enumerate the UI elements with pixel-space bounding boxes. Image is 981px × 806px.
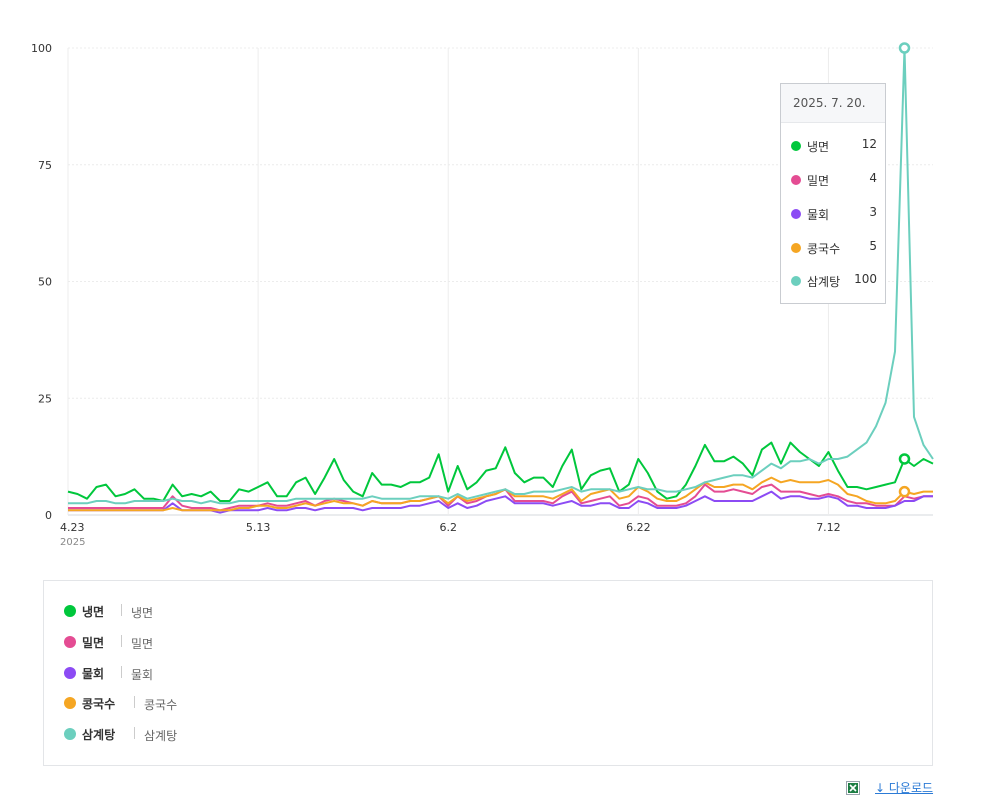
series-line-4 — [68, 476, 933, 512]
legend-color-dot — [64, 667, 76, 679]
tooltip-series-value: 4 — [869, 171, 877, 185]
legend-color-dot — [64, 728, 76, 740]
series-line-5 — [68, 47, 934, 505]
y-tick-label: 0 — [45, 509, 52, 522]
y-tick-label: 100 — [31, 42, 52, 55]
tooltip-series-value: 12 — [861, 137, 877, 151]
x-tick-label: 6.22 — [626, 521, 651, 534]
series-color-dot — [791, 141, 801, 151]
tooltip-row: 삼계탕 100 — [791, 272, 877, 290]
hover-tooltip: 2025. 7. 20. 냉면 12 밀면 4 물회 3 콩국수 5 삼계탕 1… — [780, 83, 886, 304]
x-tick-label: 7.12 — [816, 521, 841, 534]
legend-group-name: 밀면 — [82, 636, 105, 650]
legend-group-name: 삼계탕 — [82, 728, 116, 742]
series-line-1 — [67, 441, 934, 502]
tooltip-row: 냉면 12 — [791, 137, 877, 155]
series-lines — [67, 47, 934, 514]
highlight-point — [898, 485, 911, 498]
x-tick-label: 5.13 — [246, 521, 271, 534]
highlight-markers — [898, 42, 911, 498]
legend-keyword: 콩국수 — [144, 698, 178, 712]
tooltip-series-name: 물회 — [807, 208, 830, 222]
tooltip-series-value: 100 — [854, 272, 877, 286]
legend-separator — [134, 727, 135, 739]
tooltip-series-name: 냉면 — [807, 140, 830, 154]
series-color-dot — [791, 243, 801, 253]
y-tick-label: 75 — [38, 159, 52, 172]
highlight-point — [898, 42, 911, 54]
x-axis-year-label: 2025 — [60, 537, 85, 548]
tooltip-series-name: 삼계탕 — [807, 275, 841, 289]
x-tick-label: 6.2 — [439, 521, 457, 534]
legend-keyword: 물회 — [131, 668, 154, 682]
excel-icon[interactable] — [846, 781, 860, 795]
highlight-point — [898, 453, 911, 465]
series-color-dot — [791, 209, 801, 219]
chart-grid — [67, 47, 933, 516]
download-link[interactable]: ↓ 다운로드 — [875, 781, 934, 795]
x-tick-label: 4.23 — [60, 521, 85, 534]
tooltip-row: 물회 3 — [791, 205, 877, 223]
legend-group-name: 물회 — [82, 667, 105, 681]
legend-color-dot — [64, 636, 76, 648]
series-color-dot — [791, 175, 801, 185]
tooltip-series-value: 5 — [869, 239, 877, 253]
tooltip-row: 밀면 4 — [791, 171, 877, 189]
trend-line-chart: 0 25 50 75 100 4.23 5.13 6.2 6.22 7.12 2025 — [31, 42, 934, 548]
tooltip-series-name: 밀면 — [807, 174, 830, 188]
legend-color-dot — [64, 605, 76, 617]
y-tick-label: 25 — [38, 392, 52, 405]
series-color-dot — [791, 276, 801, 286]
tooltip-row: 콩국수 5 — [791, 239, 877, 257]
legend-panel: 냉면 냉면 밀면 밀면 물회 물회 콩국수 콩국수 삼계탕 삼계탕 — [43, 580, 933, 766]
y-axis-ticks: 0 25 50 75 100 — [31, 42, 52, 522]
legend-keyword: 삼계탕 — [144, 729, 178, 743]
legend-separator — [134, 696, 135, 708]
x-axis-ticks: 4.23 5.13 6.2 6.22 7.12 — [60, 521, 841, 534]
tooltip-date: 2025. 7. 20. — [781, 84, 885, 123]
legend-color-dot — [64, 697, 76, 709]
legend-separator — [121, 604, 122, 616]
tooltip-series-value: 3 — [869, 205, 877, 219]
tooltip-series-name: 콩국수 — [807, 242, 841, 256]
legend-keyword: 냉면 — [131, 606, 154, 620]
y-tick-label: 50 — [38, 276, 52, 289]
legend-group-name: 콩국수 — [82, 697, 116, 711]
legend-separator — [121, 635, 122, 647]
legend-separator — [121, 666, 122, 678]
legend-keyword: 밀면 — [131, 637, 154, 651]
legend-group-name: 냉면 — [82, 605, 105, 619]
